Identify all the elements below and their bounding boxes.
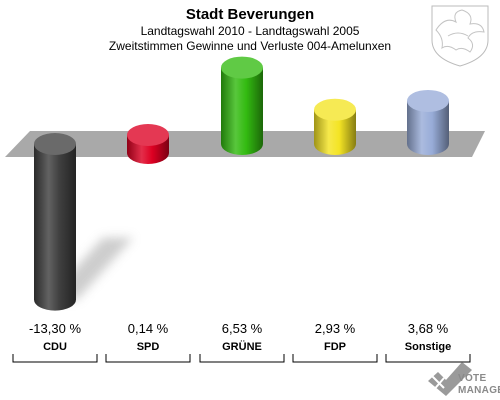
- category-label-spd: SPD: [137, 341, 160, 353]
- bars-group: [34, 56, 449, 311]
- category-label-sonstige: Sonstige: [405, 341, 451, 353]
- logo-manager-text: MANAGER: [458, 385, 500, 396]
- bar-top-gr-ne: [221, 56, 263, 79]
- bar-cdu: [34, 133, 76, 311]
- category-label-cdu: CDU: [43, 341, 67, 353]
- category-bracket-cdu: [12, 354, 98, 363]
- coat-of-arms-icon: [431, 5, 489, 67]
- category-bracket-sonstige: [385, 354, 471, 363]
- value-label-spd: 0,14 %: [128, 321, 169, 336]
- bar-body-sonstige: [407, 100, 449, 155]
- value-label-sonstige: 3,68 %: [408, 321, 449, 336]
- category-bracket-spd: [105, 354, 191, 363]
- category-bracket-gr-ne: [199, 354, 285, 363]
- bar-sonstige: [407, 89, 449, 155]
- bar-top-spd: [127, 124, 169, 146]
- category-label-gr-ne: GRÜNE: [222, 340, 262, 353]
- bar-body-gr-ne: [221, 67, 263, 155]
- chart-title: Stadt Beverungen: [186, 6, 314, 23]
- category-bracket-fdp: [292, 354, 378, 363]
- chart-subtitle-2: Zweitstimmen Gewinne und Verluste 004-Am…: [109, 39, 391, 53]
- bar-spd: [127, 124, 169, 164]
- bar-gr-ne: [221, 56, 263, 155]
- value-label-fdp: 2,93 %: [315, 321, 356, 336]
- value-labels-group: -13,30 % 0,14 % 6,53 % 2,93 % 3,68 %: [29, 321, 449, 336]
- chart-subtitle-1: Landtagswahl 2010 - Landtagswahl 2005: [141, 24, 360, 38]
- bar-top-fdp: [314, 98, 356, 121]
- vote-manager-check-icon: [428, 362, 472, 396]
- bar-fdp: [314, 98, 356, 155]
- logo-vote-text: VOTE: [458, 373, 486, 384]
- value-label-gr-ne: 6,53 %: [222, 321, 263, 336]
- bar-top-sonstige: [407, 89, 449, 112]
- category-labels-group: CDU SPD GRÜNE FDP Sonstige: [12, 340, 471, 363]
- vote-manager-logo: VOTE MANAGER: [428, 362, 500, 396]
- bar-body-fdp: [314, 109, 356, 155]
- bar-body-cdu: [34, 144, 76, 311]
- value-label-cdu: -13,30 %: [29, 321, 81, 336]
- bar-top-cdu: [34, 133, 76, 155]
- category-label-fdp: FDP: [324, 341, 346, 353]
